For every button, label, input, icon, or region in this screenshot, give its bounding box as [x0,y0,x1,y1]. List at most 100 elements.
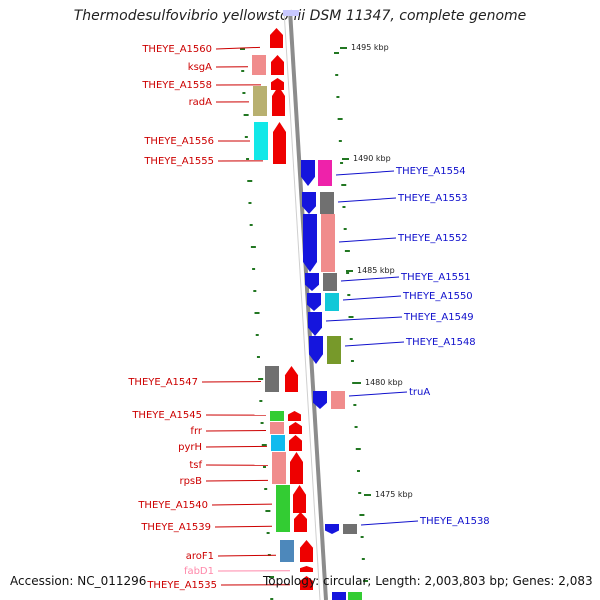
forward-gene-arrow-theye-a1560[interactable] [270,28,283,48]
forward-gene-arrow-theye-a1556[interactable] [273,122,286,160]
scale-label: 1480 kbp [365,378,403,387]
cog-box-theye-a1554[interactable] [318,160,332,186]
reverse-gene-arrow-theye-a1538[interactable] [325,524,339,534]
forward-gene-arrow-theye-a1558[interactable] [271,78,284,90]
reverse-gene-arrow-theye-a1554[interactable] [301,160,315,186]
forward-gene-arrow-pyrh[interactable] [289,435,302,451]
gene-label-theye-a1555[interactable]: THEYE_A1555 [143,156,214,167]
reverse-gene-arrow-theye-a1553[interactable] [302,192,316,214]
gene-label-arof1[interactable]: aroF1 [186,551,214,562]
right-tick [338,140,342,142]
gene-label-theye-a1535[interactable]: THEYE_A1535 [146,580,217,591]
forward-gene-arrow-fabd1[interactable] [300,566,313,572]
reverse-gene-arrow-trua[interactable] [313,391,327,409]
gene-label-theye-a1547[interactable]: THEYE_A1547 [127,377,198,388]
cog-box-rpsb[interactable] [272,470,286,484]
gene-label-theye-a1550[interactable]: THEYE_A1550 [402,291,473,302]
right-tick [342,206,346,208]
left-tick [248,202,252,204]
left-tick [249,224,253,226]
left-tick [254,312,260,314]
gene-label-tsf[interactable]: tsf [189,460,202,471]
reverse-gene-arrow-theye-a1549[interactable] [308,312,322,336]
label-leader-theye-a1540 [211,503,273,506]
gene-label-theye-a1540[interactable]: THEYE_A1540 [137,500,208,511]
reverse-gene-arrow-theye-a1552[interactable] [303,214,317,272]
scale-tick [364,494,371,496]
gene-label-theye-a1553[interactable]: THEYE_A1553 [397,193,468,204]
reverse-gene-arrow-theye-a1551[interactable] [305,273,319,291]
left-tick [265,510,271,512]
forward-gene-arrow-theye-a1540[interactable] [293,485,306,513]
left-tick [242,92,246,94]
forward-gene-arrow-theye-a1547[interactable] [285,366,298,392]
left-tick [252,268,256,270]
right-tick [363,580,369,582]
gene-label-theye-a1549[interactable]: THEYE_A1549 [403,312,474,323]
cog-box-theye-a1551[interactable] [323,273,337,291]
right-tick [346,272,350,274]
label-leader-theye-a1551 [340,276,400,282]
cog-box-frr[interactable] [270,422,284,434]
forward-gene-arrow-arof1[interactable] [300,540,313,562]
label-leader-theye-a1549 [325,316,403,322]
cog-box-trua[interactable] [331,391,345,409]
gene-label-rpsb[interactable]: rpsB [179,476,202,487]
forward-gene-arrow-theye-a1539[interactable] [294,512,307,532]
forward-gene-arrow-theye-a1535[interactable] [300,576,313,590]
left-tick [240,48,245,50]
cog-box-theye-a1550[interactable] [325,293,339,311]
gene-label-ksga[interactable]: ksgA [188,62,212,73]
cog-box-rada[interactable] [253,86,267,116]
gene-label-fabd1[interactable]: fabD1 [184,566,214,577]
position-marker [283,10,299,16]
gene-label-theye-a1552[interactable]: THEYE_A1552 [397,233,468,244]
cog-box-theye-a1556[interactable] [254,122,268,160]
reverse-gene-partial[interactable] [332,592,346,600]
cog-box-partial[interactable] [348,592,362,600]
gene-label-trua[interactable]: truA [409,387,430,398]
accession-label: Accession: NC_011296 [10,574,147,588]
cog-box-theye-a1547[interactable] [265,366,279,392]
right-tick [361,558,365,560]
cog-box-theye-a1540[interactable] [276,485,290,513]
right-tick [354,426,358,428]
cog-box-ksga[interactable] [252,55,266,75]
gene-label-theye-a1560[interactable]: THEYE_A1560 [141,44,212,55]
cog-box-pyrh[interactable] [271,435,285,451]
gene-label-theye-a1558[interactable]: THEYE_A1558 [141,80,212,91]
forward-gene-arrow-frr[interactable] [289,422,302,434]
genome-backbone-shadow [283,9,321,600]
gene-label-theye-a1551[interactable]: THEYE_A1551 [400,272,471,283]
right-tick [350,360,354,362]
cog-box-arof1[interactable] [280,540,294,562]
cog-box-theye-a1552[interactable] [321,214,335,272]
forward-gene-arrow-rpsb[interactable] [290,470,303,484]
scale-label: 1485 kbp [357,266,395,275]
left-tick [270,598,274,600]
forward-gene-arrow-theye-a1545[interactable] [288,411,301,421]
cog-box-theye-a1538[interactable] [343,524,357,534]
forward-gene-arrow-rada[interactable] [272,86,285,116]
right-tick [349,338,353,340]
gene-label-theye-a1548[interactable]: THEYE_A1548 [405,337,476,348]
left-tick [244,136,248,138]
forward-gene-arrow-ksga[interactable] [271,55,284,75]
gene-label-theye-a1539[interactable]: THEYE_A1539 [140,522,211,533]
gene-label-theye-a1538[interactable]: THEYE_A1538 [419,516,490,527]
gene-label-pyrh[interactable]: pyrH [178,442,202,453]
gene-label-theye-a1554[interactable]: THEYE_A1554 [395,166,466,177]
reverse-gene-arrow-theye-a1550[interactable] [307,293,321,311]
cog-box-theye-a1553[interactable] [320,192,334,214]
label-leader-arof1 [217,554,277,557]
gene-label-theye-a1545[interactable]: THEYE_A1545 [131,410,202,421]
gene-label-rada[interactable]: radA [189,97,213,108]
gene-label-theye-a1556[interactable]: THEYE_A1556 [143,136,214,147]
reverse-gene-arrow-theye-a1548[interactable] [309,336,323,364]
cog-box-theye-a1539[interactable] [276,512,290,532]
cog-box-theye-a1548[interactable] [327,336,341,364]
cog-box-theye-a1545[interactable] [270,411,284,421]
gene-label-frr[interactable]: frr [190,426,202,437]
forward-gene-arrow-theye-a1555[interactable] [273,156,286,164]
